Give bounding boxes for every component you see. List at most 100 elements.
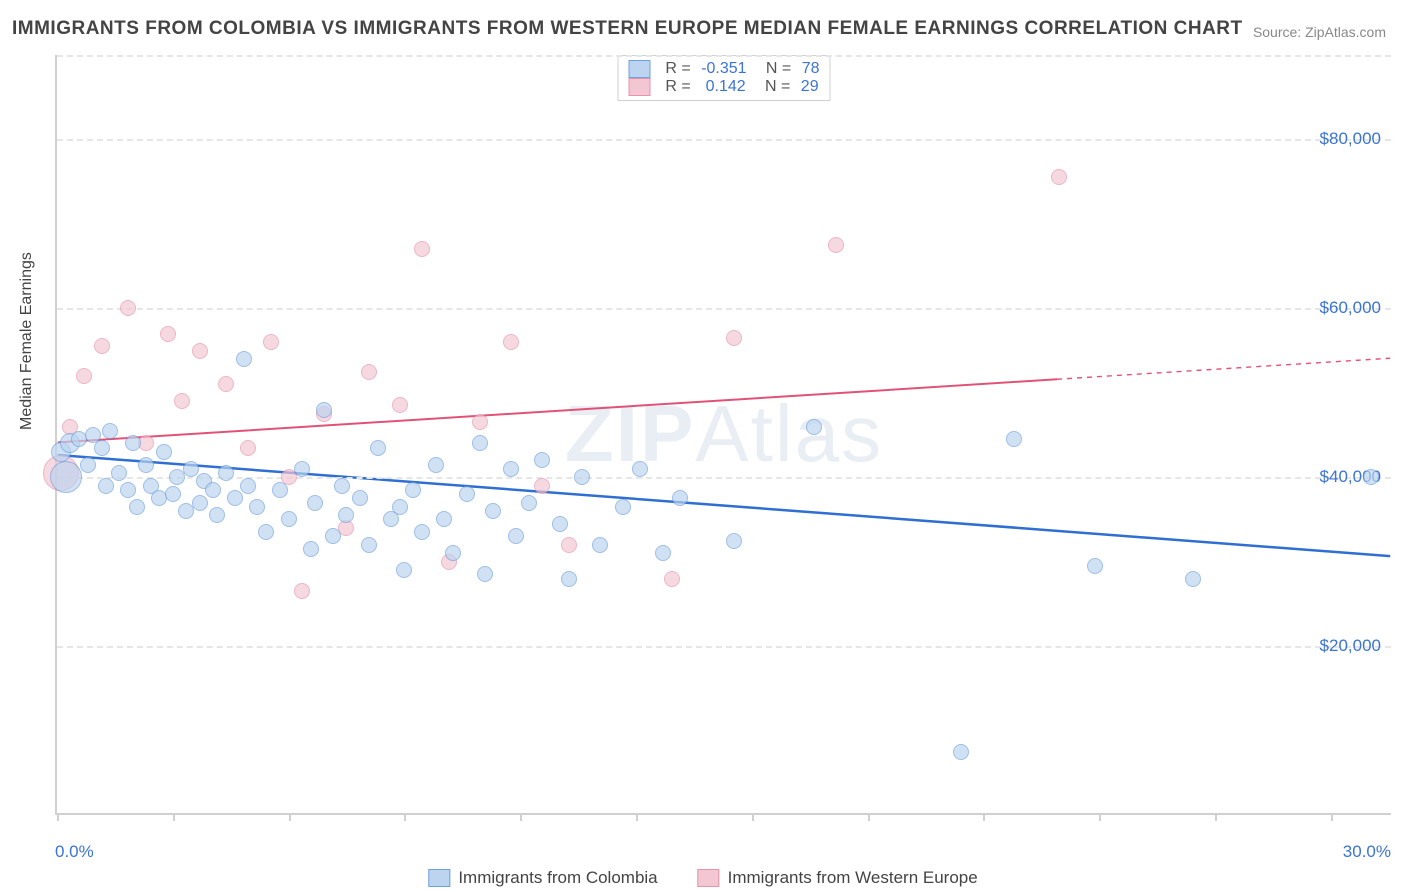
data-point — [205, 482, 221, 498]
data-point — [664, 571, 680, 587]
data-point — [165, 486, 181, 502]
y-tick-label: $60,000 — [1320, 298, 1381, 318]
data-point — [240, 440, 256, 456]
series-legend: Immigrants from Colombia Immigrants from … — [428, 868, 977, 888]
gridline — [57, 477, 1391, 479]
data-point — [294, 583, 310, 599]
data-point — [111, 465, 127, 481]
x-tick — [173, 813, 175, 821]
n-label: N = — [753, 60, 796, 78]
data-point — [615, 499, 631, 515]
r-value: 0.142 — [701, 78, 745, 96]
data-point — [561, 571, 577, 587]
data-point — [183, 461, 199, 477]
data-point — [258, 524, 274, 540]
data-point — [445, 545, 461, 561]
data-point — [534, 452, 550, 468]
trend-line-extrapolated — [1057, 358, 1390, 379]
x-tick — [1215, 813, 1217, 821]
n-value: 78 — [802, 60, 820, 78]
data-point — [574, 469, 590, 485]
data-point — [281, 511, 297, 527]
legend-swatch — [428, 869, 450, 887]
data-point — [361, 364, 377, 380]
data-point — [436, 511, 452, 527]
legend-swatch — [698, 869, 720, 887]
data-point — [138, 457, 154, 473]
data-point — [303, 541, 319, 557]
data-point — [396, 562, 412, 578]
watermark-atlas: Atlas — [695, 389, 883, 478]
x-tick — [1331, 813, 1333, 821]
chart-title: IMMIGRANTS FROM COLOMBIA VS IMMIGRANTS F… — [12, 18, 1243, 40]
data-point — [249, 499, 265, 515]
data-point — [1006, 431, 1022, 447]
data-point — [655, 545, 671, 561]
data-point — [129, 499, 145, 515]
r-label: R = — [657, 78, 696, 96]
watermark: ZIPAtlas — [565, 388, 883, 480]
data-point — [428, 457, 444, 473]
data-point — [174, 393, 190, 409]
data-point — [726, 533, 742, 549]
data-point — [472, 414, 488, 430]
data-point — [338, 507, 354, 523]
data-point — [1363, 469, 1379, 485]
data-point — [272, 482, 288, 498]
data-point — [592, 537, 608, 553]
n-label: N = — [752, 78, 795, 96]
data-point — [80, 457, 96, 473]
legend-swatch — [629, 78, 651, 96]
gridline — [57, 139, 1391, 141]
legend-row: R = 0.142 N = 29 — [629, 78, 820, 96]
data-point — [218, 376, 234, 392]
x-min-label: 0.0% — [55, 842, 94, 862]
x-tick — [520, 813, 522, 821]
legend-label: Immigrants from Western Europe — [728, 868, 978, 888]
data-point — [94, 338, 110, 354]
data-point — [120, 482, 136, 498]
legend-swatch — [629, 60, 651, 78]
data-point — [726, 330, 742, 346]
data-point — [325, 528, 341, 544]
data-point — [50, 461, 82, 493]
data-point — [218, 465, 234, 481]
data-point — [632, 461, 648, 477]
data-point — [240, 478, 256, 494]
legend-label: Immigrants from Colombia — [458, 868, 657, 888]
data-point — [828, 237, 844, 253]
trend-lines-svg — [57, 55, 1391, 813]
y-tick-label: $80,000 — [1320, 129, 1381, 149]
data-point — [414, 524, 430, 540]
x-tick — [636, 813, 638, 821]
gridline — [57, 646, 1391, 648]
data-point — [352, 490, 368, 506]
data-point — [477, 566, 493, 582]
data-point — [361, 537, 377, 553]
data-point — [120, 300, 136, 316]
data-point — [236, 351, 252, 367]
chart-area: ZIPAtlas R = -0.351 N = 78 R = 0.142 N =… — [55, 55, 1391, 815]
data-point — [94, 440, 110, 456]
data-point — [227, 490, 243, 506]
y-tick-label: $20,000 — [1320, 636, 1381, 656]
data-point — [806, 419, 822, 435]
data-point — [414, 241, 430, 257]
x-tick — [289, 813, 291, 821]
data-point — [156, 444, 172, 460]
data-point — [334, 478, 350, 494]
data-point — [102, 423, 118, 439]
data-point — [392, 397, 408, 413]
data-point — [1185, 571, 1201, 587]
data-point — [370, 440, 386, 456]
data-point — [1087, 558, 1103, 574]
data-point — [209, 507, 225, 523]
x-max-label: 30.0% — [1343, 842, 1391, 862]
x-tick — [752, 813, 754, 821]
watermark-zip: ZIP — [565, 389, 695, 478]
data-point — [392, 499, 408, 515]
y-axis-label: Median Female Earnings — [18, 252, 36, 430]
data-point — [459, 486, 475, 502]
data-point — [503, 334, 519, 350]
gridline — [57, 308, 1391, 310]
